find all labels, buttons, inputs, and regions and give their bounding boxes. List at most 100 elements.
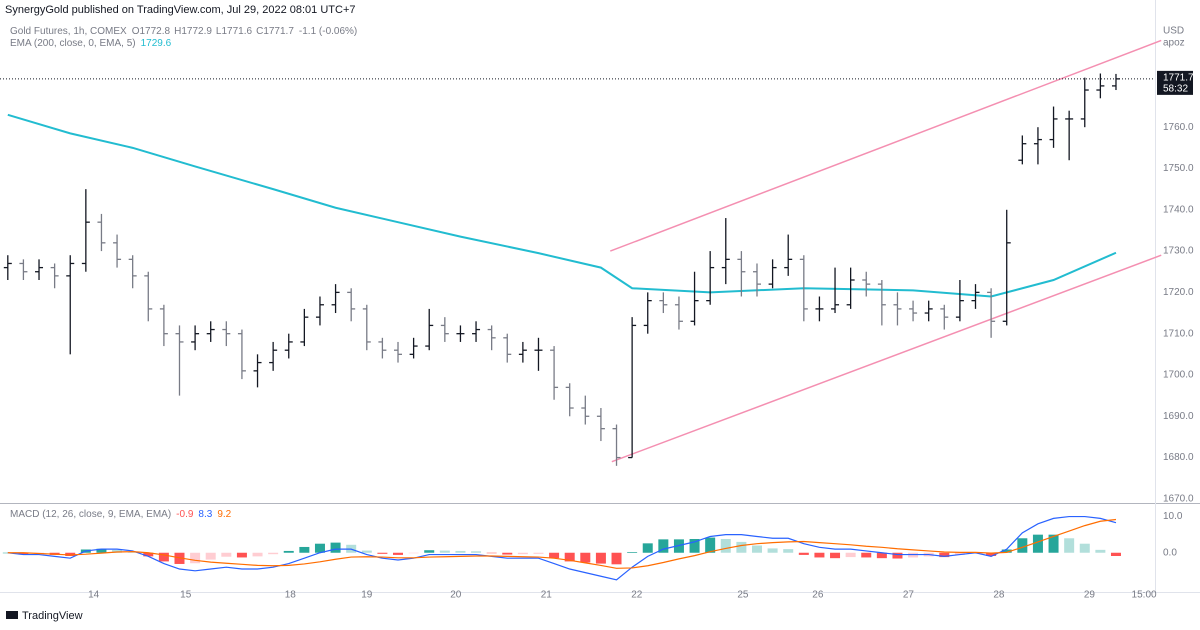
- macd-histogram-bar: [705, 537, 716, 553]
- macd-histogram-bar: [252, 552, 263, 557]
- y-tick-label: 1700.0: [1163, 370, 1194, 381]
- macd-histogram-bar: [845, 552, 856, 558]
- y-tick-label: 1720.0: [1163, 287, 1194, 298]
- x-tick-label: 20: [450, 590, 462, 601]
- macd-histogram-bar: [783, 549, 794, 553]
- macd-histogram-bar: [190, 552, 201, 564]
- macd-histogram-bar: [393, 552, 404, 555]
- macd-histogram-bar: [1017, 538, 1028, 553]
- macd-histogram-bar: [767, 548, 778, 553]
- signal-value: 9.2: [217, 509, 231, 520]
- macd-histogram-bar: [986, 552, 997, 556]
- x-tick-label: 18: [285, 590, 297, 601]
- ema-legend: EMA (200, close, 0, EMA, 5) 1729.6: [10, 38, 172, 49]
- x-tick-label: 15:00: [1132, 590, 1157, 601]
- macd-histogram-bar: [642, 543, 653, 553]
- y-tick-label: 1670.0: [1163, 494, 1194, 505]
- y-tick-label: 1690.0: [1163, 411, 1194, 422]
- x-tick-label: 26: [812, 590, 824, 601]
- x-tick-label: 29: [1084, 590, 1096, 601]
- currency: USD: [1163, 26, 1184, 37]
- macd-histogram-bar: [627, 552, 638, 553]
- macd-histogram-bar: [1095, 549, 1106, 553]
- macd-histogram-bar: [1032, 534, 1043, 553]
- macd-value: 8.3: [198, 509, 212, 520]
- legend-label: O: [132, 26, 140, 37]
- macd-histogram-bar: [205, 552, 216, 560]
- macd-histogram-bar: [268, 552, 279, 555]
- macd-histogram-bar: [236, 552, 247, 558]
- macd-tick-label: 10.0: [1163, 511, 1183, 522]
- macd-histogram-bar: [18, 552, 29, 555]
- brand-logo: [6, 611, 18, 619]
- y-tick-label: 1730.0: [1163, 246, 1194, 257]
- legend-label: C: [256, 26, 263, 37]
- ema-name: EMA (200, close, 0, EMA, 5): [10, 38, 136, 49]
- macd-histogram-bar: [439, 550, 450, 553]
- macd-histogram-bar: [658, 539, 669, 553]
- macd-histogram-bar: [471, 551, 482, 553]
- macd-histogram-bar: [517, 552, 528, 555]
- macd-histogram-bar: [96, 548, 107, 553]
- x-tick-label: 14: [88, 590, 100, 601]
- y-tick-label: 1760.0: [1163, 122, 1194, 133]
- macd-histogram-bar: [377, 552, 388, 554]
- price-box: [1157, 70, 1193, 95]
- y-tick-label: 1740.0: [1163, 204, 1194, 215]
- macd-histogram-bar: [112, 549, 123, 553]
- last-price-label: 1771.7: [1163, 73, 1194, 84]
- x-tick-label: 27: [903, 590, 915, 601]
- macd-histogram-bar: [892, 552, 903, 559]
- macd-histogram-bar: [830, 552, 841, 559]
- macd-histogram-bar: [533, 552, 544, 554]
- macd-histogram-bar: [1064, 538, 1075, 553]
- macd-histogram-bar: [127, 552, 138, 553]
- legend-change: -1.1 (-0.06%): [299, 26, 357, 37]
- trendline: [611, 254, 1162, 463]
- macd-histogram-bar: [455, 550, 466, 553]
- hist-value: -0.9: [176, 509, 194, 520]
- price-legend: Gold Futures, 1h, COMEX O1772.8 H1772.9 L17…: [10, 26, 357, 37]
- legend-label: L: [216, 26, 222, 37]
- macd-histogram-bar: [158, 552, 169, 562]
- macd-histogram-bar: [798, 552, 809, 555]
- user: apoz: [1163, 38, 1185, 49]
- macd-histogram-bar: [1079, 543, 1090, 553]
- macd-histogram-bar: [1110, 552, 1121, 556]
- legend-value: 1772.9: [181, 26, 212, 37]
- macd-histogram-bar: [299, 546, 310, 553]
- publisher: SynergyGold published on TradingView.com…: [5, 4, 356, 16]
- macd-histogram-bar: [221, 552, 232, 557]
- macd-histogram-bar: [939, 552, 950, 558]
- macd-histogram-bar: [580, 552, 591, 563]
- trendline: [610, 39, 1162, 252]
- macd-histogram-bar: [408, 552, 419, 554]
- macd-line: [7, 515, 1117, 581]
- legend-value: 1771.6: [221, 26, 252, 37]
- macd-histogram-bar: [736, 541, 747, 553]
- y-tick-label: 1710.0: [1163, 328, 1194, 339]
- ema-value: 1729.6: [141, 38, 172, 49]
- y-tick-label: 1750.0: [1163, 163, 1194, 174]
- macd-histogram-bar: [564, 552, 575, 562]
- macd-histogram-bar: [751, 545, 762, 553]
- macd-histogram-bar: [1001, 549, 1012, 553]
- legend-label: H: [174, 26, 181, 37]
- symbol: Gold Futures, 1h, COMEX: [10, 26, 127, 37]
- macd-histogram-bar: [814, 552, 825, 558]
- brand: TradingView: [22, 610, 83, 622]
- x-tick-label: 22: [631, 590, 643, 601]
- macd-histogram-bar: [143, 552, 154, 557]
- macd-histogram-bar: [876, 552, 887, 559]
- macd-histogram-bar: [361, 550, 372, 553]
- macd-histogram-bar: [502, 552, 513, 555]
- macd-histogram-bar: [720, 539, 731, 553]
- legend-value: 1771.7: [263, 26, 294, 37]
- macd-histogram-bar: [595, 552, 606, 564]
- macd-histogram-bar: [283, 550, 294, 553]
- x-tick-label: 21: [541, 590, 553, 601]
- macd-legend: MACD (12, 26, close, 9, EMA, EMA) -0.9 8.3…: [10, 509, 232, 520]
- macd-tick-label: 0.0: [1163, 547, 1177, 558]
- macd-histogram-bar: [549, 552, 560, 559]
